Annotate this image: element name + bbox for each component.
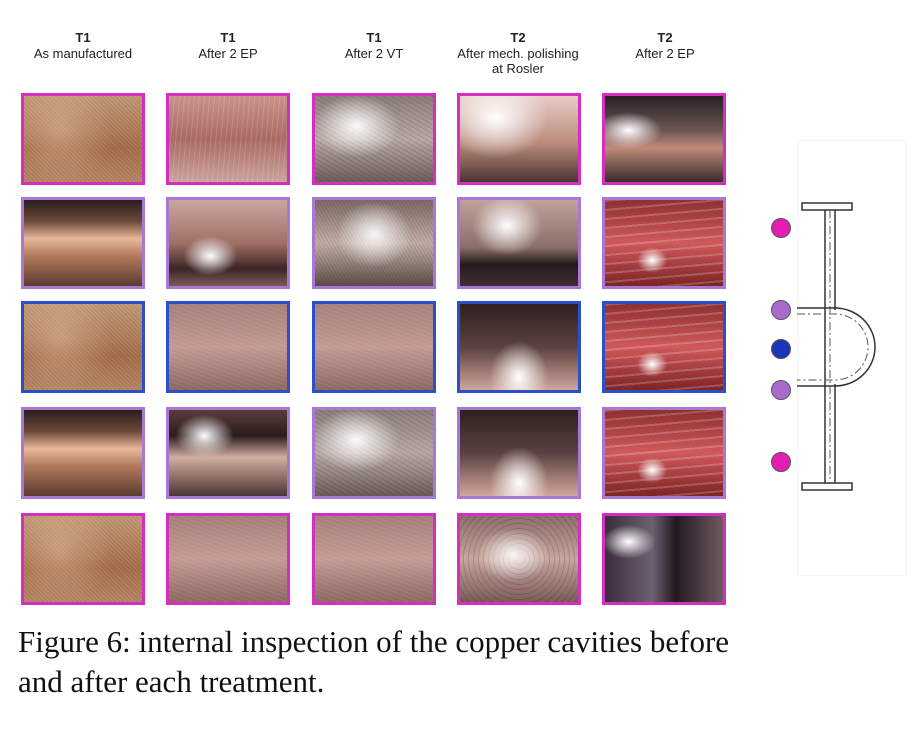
inspection-photo-r2c4 xyxy=(457,197,581,289)
inspection-photo-r2c2 xyxy=(166,197,290,289)
row-marker-1 xyxy=(771,218,791,238)
caption-line-1: Figure 6: internal inspection of the cop… xyxy=(18,624,730,659)
inspection-photo-r2c3 xyxy=(312,197,436,289)
inspection-photo-r5c5 xyxy=(602,513,726,605)
inspection-photo-r4c2 xyxy=(166,407,290,499)
inspection-photo-r1c4 xyxy=(457,93,581,185)
inspection-photo-r5c4 xyxy=(457,513,581,605)
inspection-photo-r4c3 xyxy=(312,407,436,499)
inspection-photo-r3c3 xyxy=(312,301,436,393)
inspection-photo-r4c1 xyxy=(21,407,145,499)
inspection-photo-r3c4 xyxy=(457,301,581,393)
row-marker-4 xyxy=(771,380,791,400)
row-marker-3 xyxy=(771,339,791,359)
column-label: After 2 VT xyxy=(344,46,404,61)
column-label: After mech. polishing xyxy=(457,46,579,61)
column-header-5: T2 After 2 EP xyxy=(590,30,740,61)
inspection-photo-r5c3 xyxy=(312,513,436,605)
column-tag: T2 xyxy=(510,30,526,45)
inspection-photo-r1c3 xyxy=(312,93,436,185)
inspection-photo-r1c1 xyxy=(21,93,145,185)
column-label-line2: at Rosler xyxy=(491,61,545,76)
inspection-photo-r5c1 xyxy=(21,513,145,605)
inspection-photo-r3c2 xyxy=(166,301,290,393)
column-tag: T2 xyxy=(657,30,673,45)
inspection-photo-r1c2 xyxy=(166,93,290,185)
inspection-photo-r2c5 xyxy=(602,197,726,289)
row-marker-5 xyxy=(771,452,791,472)
row-marker-2 xyxy=(771,300,791,320)
column-tag: T1 xyxy=(366,30,382,45)
column-header-4: T2 After mech. polishing at Rosler xyxy=(443,30,593,76)
column-label: After 2 EP xyxy=(198,46,258,61)
column-header-2: T1 After 2 EP xyxy=(153,30,303,61)
column-label: As manufactured xyxy=(33,46,133,61)
column-label: After 2 EP xyxy=(635,46,695,61)
inspection-photo-r4c5 xyxy=(602,407,726,499)
inspection-photo-r2c1 xyxy=(21,197,145,289)
inspection-photo-r5c2 xyxy=(166,513,290,605)
caption-line-2: and after each treatment. xyxy=(18,664,325,699)
column-tag: T1 xyxy=(220,30,236,45)
column-tag: T1 xyxy=(75,30,91,45)
figure-caption: Figure 6: internal inspection of the cop… xyxy=(18,622,903,702)
cavity-cross-section-diagram xyxy=(797,140,907,576)
inspection-photo-r3c5 xyxy=(602,301,726,393)
inspection-photo-r1c5 xyxy=(602,93,726,185)
inspection-photo-r3c1 xyxy=(21,301,145,393)
column-header-1: T1 As manufactured xyxy=(8,30,158,61)
inspection-photo-r4c4 xyxy=(457,407,581,499)
column-header-3: T1 After 2 VT xyxy=(299,30,449,61)
